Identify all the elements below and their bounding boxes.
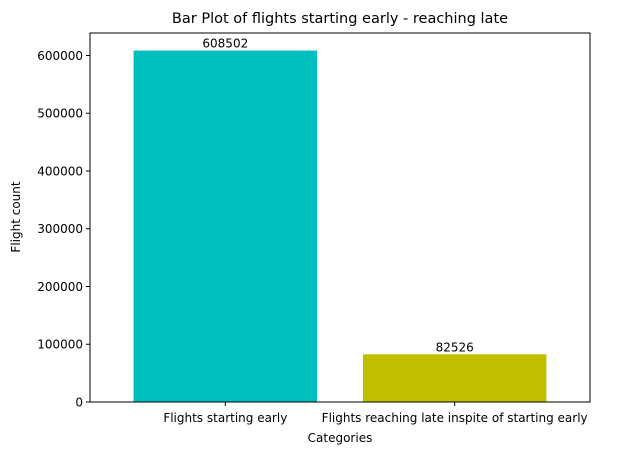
y-tick-label-6: 500000 bbox=[37, 107, 83, 121]
y-tick-label-2: 100000 bbox=[37, 338, 83, 352]
bar-1 bbox=[133, 50, 318, 402]
bar-value-label-1: 608502 bbox=[202, 37, 248, 51]
y-tick-label-5: 400000 bbox=[37, 164, 83, 178]
ticks-layer: Flights starting early Flights reaching l… bbox=[37, 49, 587, 425]
plot-area-frame bbox=[89, 32, 591, 403]
x-axis-label: Categories bbox=[308, 431, 373, 445]
y-tick-label-1: 0 bbox=[75, 396, 83, 410]
bars-layer: 608502 82526 bbox=[133, 37, 547, 402]
y-tick-label-3: 200000 bbox=[37, 280, 83, 294]
y-tick-label-4: 300000 bbox=[37, 222, 83, 236]
x-tick-label-1: Flights starting early bbox=[163, 411, 287, 425]
y-axis-label: Flight count bbox=[9, 181, 23, 252]
x-tick-label-2: Flights reaching late inspite of startin… bbox=[322, 411, 588, 425]
bar-value-label-2: 82526 bbox=[436, 340, 474, 354]
chart-title: Bar Plot of flights starting early - rea… bbox=[172, 11, 508, 27]
bar-2 bbox=[362, 354, 547, 402]
y-tick-label-7: 600000 bbox=[37, 49, 83, 63]
